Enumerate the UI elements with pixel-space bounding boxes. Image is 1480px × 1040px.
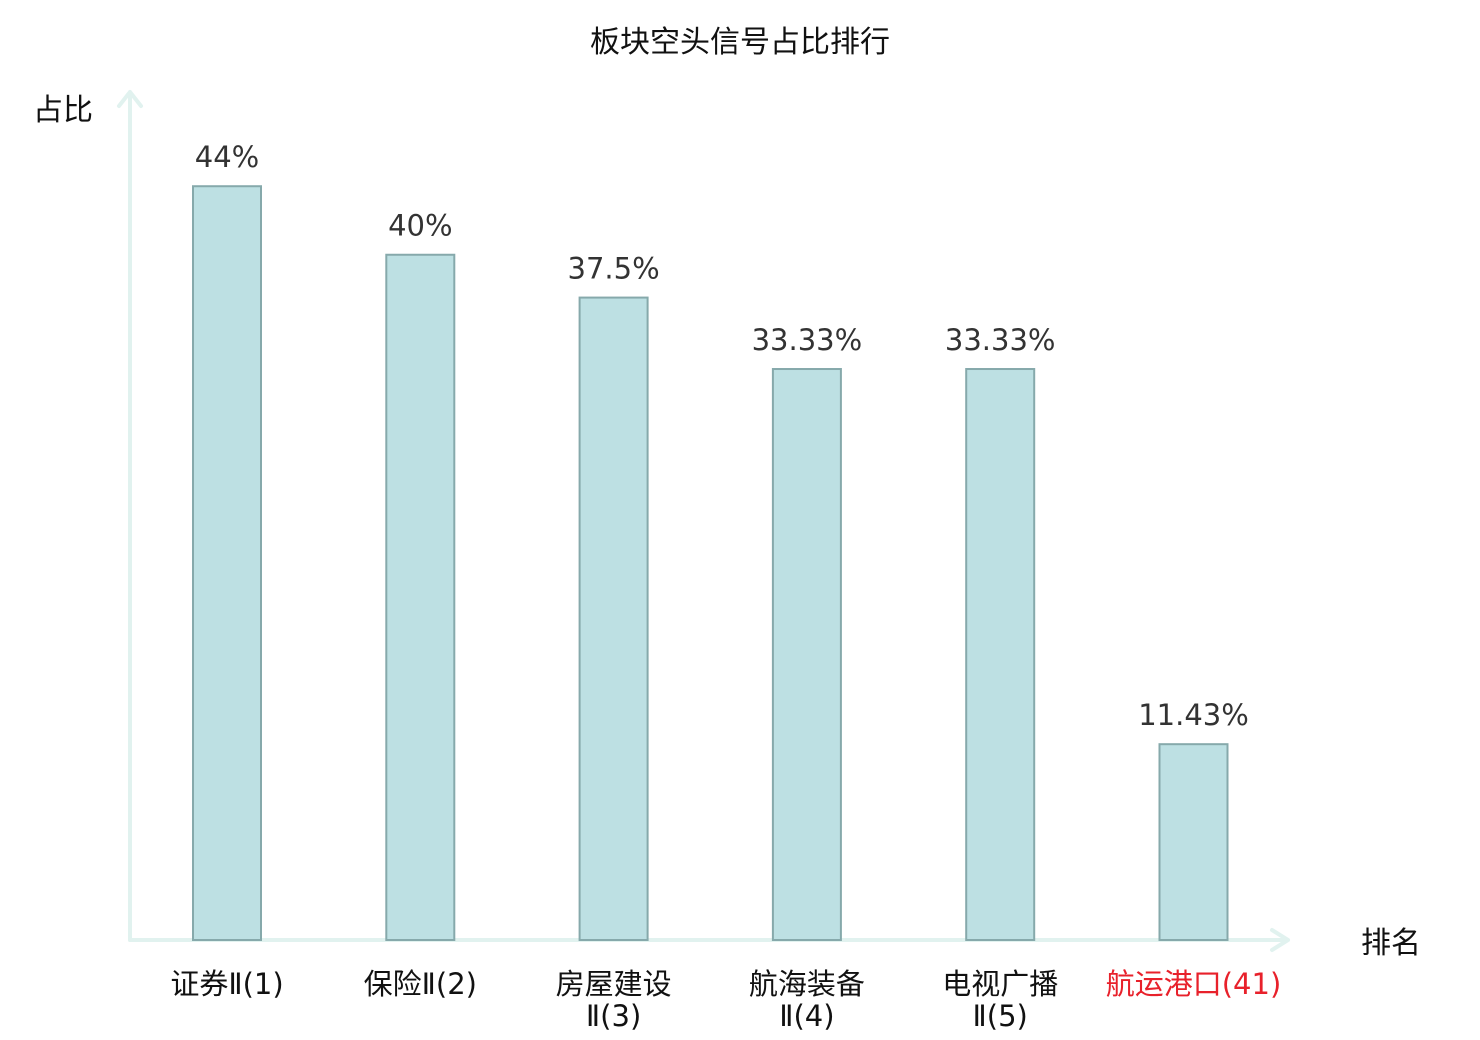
chart-title: 板块空头信号占比排行 [590, 25, 890, 60]
bar-value-label: 11.43% [1138, 698, 1249, 732]
category-label: 保险Ⅱ(2) [364, 967, 477, 1001]
value-labels-group: 44% 40% 37.5% 33.33% 33.33% 11.43% [195, 140, 1249, 732]
bar-value-label: 37.5% [568, 252, 660, 286]
x-axis-title: 排名 [1361, 926, 1421, 961]
y-axis-line [117, 90, 143, 942]
category-label: 电视广播 [942, 967, 1058, 1001]
bar [385, 253, 456, 941]
bar-value-label: 40% [388, 209, 452, 243]
category-label: Ⅱ(3) [586, 999, 641, 1033]
bar [771, 368, 842, 942]
category-label: Ⅱ(5) [973, 999, 1028, 1033]
category-label: Ⅱ(4) [779, 999, 834, 1033]
x-axis-line [128, 928, 1290, 952]
bar [578, 296, 649, 941]
category-label: 航运港口(41) [1106, 967, 1282, 1001]
bar [965, 368, 1036, 942]
category-label: 房屋建设 [556, 967, 672, 1001]
bars-group [192, 185, 1229, 942]
bar [1158, 743, 1229, 941]
y-axis-title: 占比 [33, 93, 93, 128]
bar [192, 185, 262, 941]
bar-value-label: 33.33% [752, 323, 863, 357]
bar-value-label: 33.33% [945, 323, 1056, 357]
category-label: 证券Ⅱ(1) [170, 967, 283, 1001]
category-label: 航海装备 [749, 967, 865, 1001]
bar-value-label: 44% [195, 140, 259, 174]
